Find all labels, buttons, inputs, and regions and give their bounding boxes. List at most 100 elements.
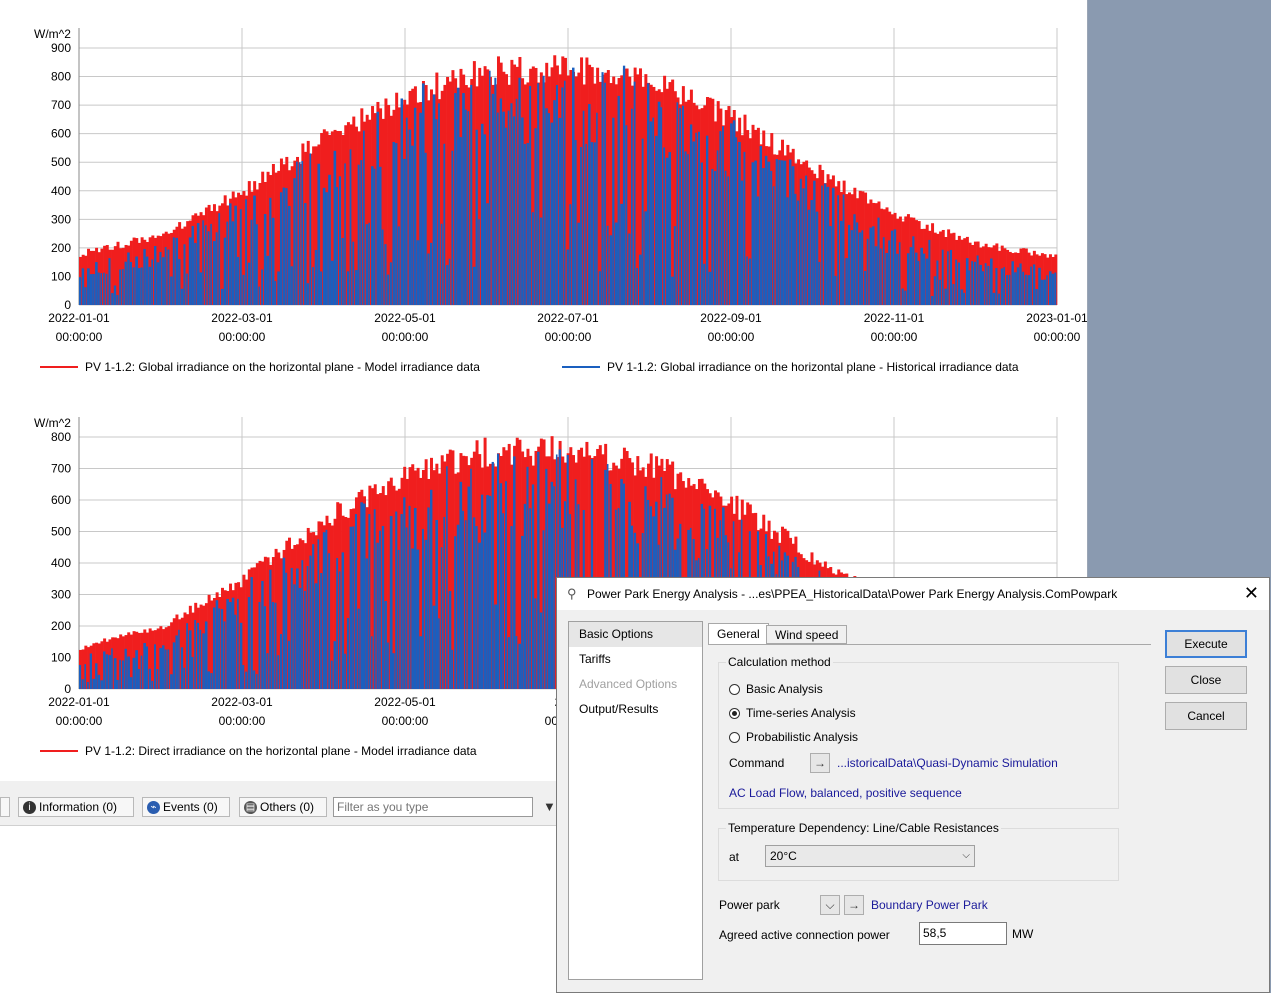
model-bar [242,191,246,305]
historical-bar [451,649,454,689]
historical-bar [167,249,170,305]
historical-bar [261,580,264,689]
historical-bar [542,75,545,305]
historical-bar [697,131,700,305]
historical-bar [446,265,449,305]
close-icon[interactable]: ✕ [1243,583,1259,603]
chevron-down-icon: ⌵ [825,898,835,912]
radio-timeseries-label: Time-series Analysis [746,706,856,720]
filter-input[interactable] [333,797,533,817]
filter-previous-button[interactable] [0,797,10,817]
historical-bar [1030,266,1032,305]
historical-bar [1035,288,1038,305]
historical-bar [660,107,663,305]
power-park-link[interactable]: Boundary Power Park [871,898,988,912]
historical-bar [373,509,376,689]
historical-bar [408,129,412,305]
model-bar [598,445,602,689]
model-bar [438,473,442,689]
historical-bar [285,572,288,689]
events-filter-button[interactable]: ⌁ Events (0) [142,797,230,817]
loadflow-link[interactable]: AC Load Flow, balanced, positive sequenc… [729,786,962,800]
connection-power-input[interactable]: 58,5 [919,922,1007,945]
model-bar [151,630,155,689]
power-park-jump-button[interactable]: → [844,895,864,915]
model-bar [606,70,610,305]
historical-bar [797,200,800,305]
y-tick-label: 0 [64,682,71,696]
nav-output-results[interactable]: Output/Results [579,702,659,716]
historical-bar [87,682,89,689]
model-bar [180,228,184,305]
historical-bar [521,535,524,689]
historical-bar [515,636,518,689]
historical-bar [440,547,443,689]
historical-bar [604,82,606,305]
historical-bar [1022,271,1025,305]
funnel-icon[interactable]: ▼ [543,799,556,814]
historical-bar [759,146,762,305]
historical-bar [877,217,880,305]
historical-bar [545,468,548,689]
historical-bar [242,274,245,305]
historical-bar [392,141,395,305]
historical-bar [722,126,724,305]
historical-bar [507,110,510,305]
historical-bar [472,517,476,689]
historical-bar [845,258,848,305]
command-link[interactable]: ...istoricalData\Quasi-Dynamic Simulatio… [837,756,1058,770]
historical-bar [124,261,127,305]
historical-bar [494,77,497,305]
historical-bar [180,647,184,689]
historical-bar [534,598,537,689]
calculation-method-title: Calculation method [726,655,833,669]
historical-bar [858,232,862,305]
cancel-button[interactable]: Cancel [1165,702,1247,730]
historical-bar [505,127,507,305]
historical-bar [856,222,859,305]
model-bar [612,462,616,689]
radio-timeseries-analysis[interactable]: Time-series Analysis [729,706,856,720]
historical-bar [105,654,109,689]
historical-bar [756,196,760,305]
historical-bar [400,98,404,305]
close-button[interactable]: Close [1165,666,1247,694]
historical-bar [652,117,655,305]
historical-bar [684,151,687,305]
historical-bar [170,674,173,689]
historical-bar [387,274,390,305]
radio-basic-analysis[interactable]: Basic Analysis [729,682,823,696]
historical-bar [486,495,489,689]
historical-bar [719,131,722,305]
model-bar [430,89,433,305]
historical-bar [960,289,964,305]
historical-bar [317,539,320,689]
historical-bar [196,223,200,305]
historical-bar [172,642,176,689]
historical-bar [732,120,736,305]
model-bar [312,146,316,305]
model-bar [186,221,190,305]
historical-bar [547,113,551,305]
historical-bar [186,273,188,305]
tab-general[interactable]: General [708,623,769,645]
historical-bar [368,514,371,689]
historical-bar [290,567,293,689]
nav-basic-options[interactable]: Basic Options [569,622,702,647]
information-filter-button[interactable]: i Information (0) [18,797,134,817]
historical-bar [794,193,797,305]
historical-bar [523,143,526,305]
power-park-select-button[interactable]: ⌵ [820,895,840,915]
tab-wind-speed[interactable]: Wind speed [766,625,848,644]
temperature-select[interactable]: 20°C ⌵ [765,845,975,867]
command-jump-button[interactable]: → [810,753,830,773]
execute-button[interactable]: Execute [1165,630,1247,658]
others-filter-button[interactable]: ▤ Others (0) [239,797,327,817]
historical-bar [338,176,342,305]
historical-bar [472,266,476,305]
historical-bar [971,261,974,305]
historical-bar [162,257,165,305]
radio-probabilistic-analysis[interactable]: Probabilistic Analysis [729,730,858,744]
model-bar [845,194,849,305]
nav-tariffs[interactable]: Tariffs [579,652,611,666]
